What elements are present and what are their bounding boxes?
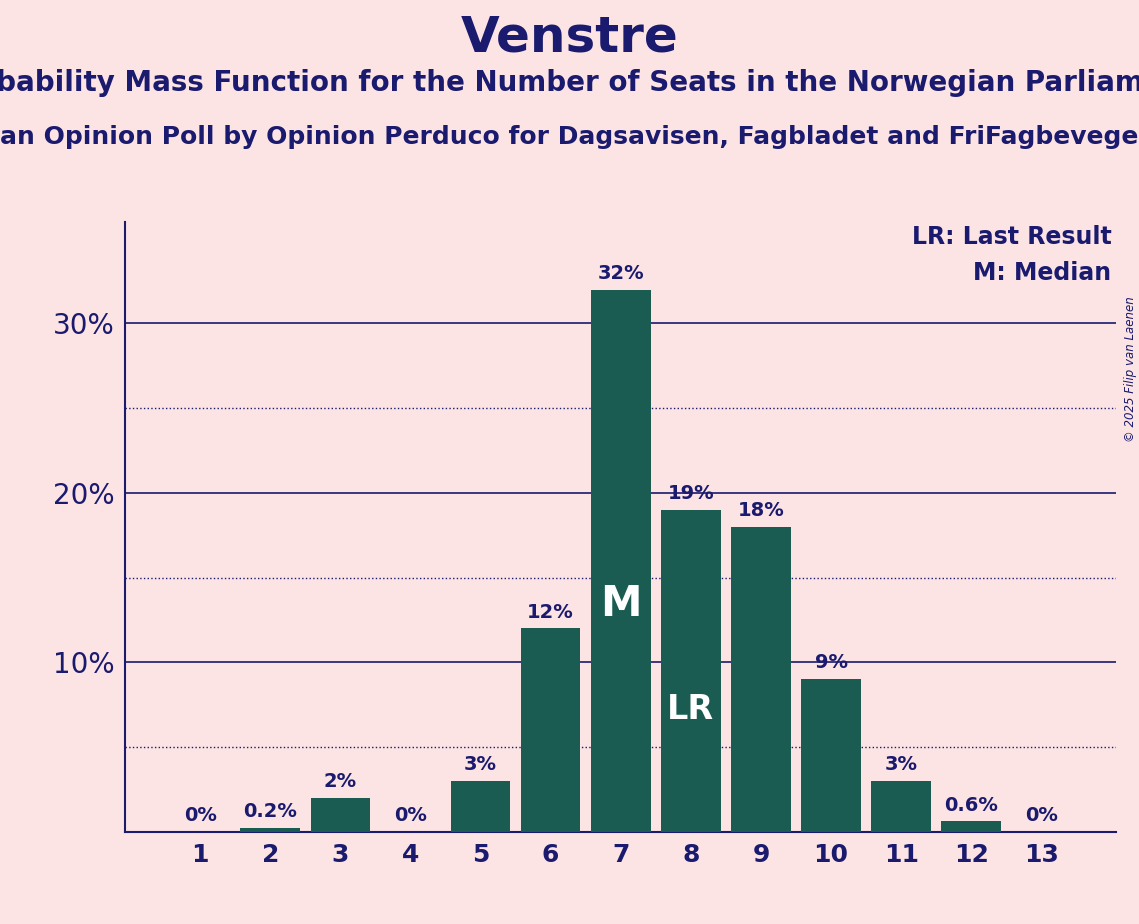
Text: M: M xyxy=(600,583,641,625)
Text: 0.6%: 0.6% xyxy=(944,796,998,815)
Text: 3%: 3% xyxy=(885,755,918,774)
Text: 0%: 0% xyxy=(183,806,216,825)
Text: M: Median: M: Median xyxy=(973,261,1112,286)
Text: Probability Mass Function for the Number of Seats in the Norwegian Parliament: Probability Mass Function for the Number… xyxy=(0,69,1139,97)
Bar xyxy=(240,828,300,832)
Bar xyxy=(521,628,581,832)
Text: Venstre: Venstre xyxy=(460,14,679,62)
Bar xyxy=(942,821,1001,832)
Text: LR: LR xyxy=(667,693,714,725)
Text: 0%: 0% xyxy=(1025,806,1058,825)
Text: 3%: 3% xyxy=(464,755,497,774)
Text: 32%: 32% xyxy=(598,263,644,283)
Text: 18%: 18% xyxy=(738,501,785,520)
Text: 0%: 0% xyxy=(394,806,427,825)
Text: 0.2%: 0.2% xyxy=(244,802,297,821)
Bar xyxy=(731,527,790,832)
Text: an Opinion Poll by Opinion Perduco for Dagsavisen, Fagbladet and FriFagbevegelse: an Opinion Poll by Opinion Perduco for D… xyxy=(0,125,1139,149)
Text: 9%: 9% xyxy=(814,653,847,673)
Text: 19%: 19% xyxy=(667,484,714,503)
Bar xyxy=(451,781,510,832)
Text: 2%: 2% xyxy=(323,772,357,791)
Bar xyxy=(661,510,721,832)
Bar xyxy=(801,679,861,832)
Bar xyxy=(591,289,650,832)
Bar xyxy=(871,781,931,832)
Text: © 2025 Filip van Laenen: © 2025 Filip van Laenen xyxy=(1124,297,1137,443)
Text: LR: Last Result: LR: Last Result xyxy=(911,225,1112,249)
Text: 12%: 12% xyxy=(527,602,574,622)
Bar xyxy=(311,797,370,832)
